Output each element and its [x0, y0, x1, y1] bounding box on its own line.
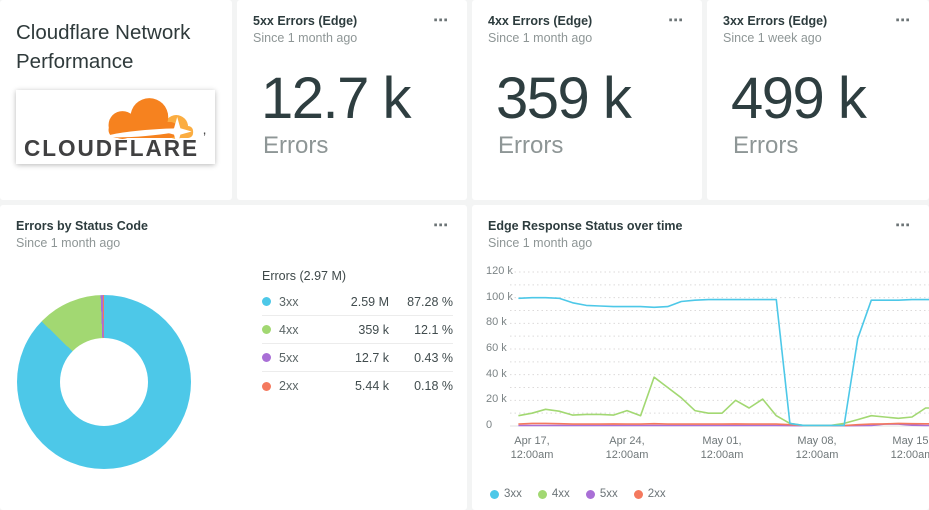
series-line-4xx[interactable] [518, 376, 929, 427]
series-name: 3xx [279, 294, 299, 309]
x-axis-tick-label: May 01, 12:00am [700, 435, 744, 462]
card-menu-button[interactable]: ⋯ [895, 12, 911, 29]
legend-row-5xx[interactable]: 5xx 12.7 k 0.43 % [262, 344, 453, 372]
legend-row-2xx[interactable]: 2xx 5.44 k 0.18 % [262, 372, 453, 400]
metric-card-3xx: 3xx Errors (Edge) ⋯ Since 1 week ago 499… [707, 0, 929, 200]
series-value: 12.7 k [354, 350, 389, 365]
card-menu-button[interactable]: ⋯ [895, 217, 911, 234]
x-axis-tick-label: May 15, 12:00am [890, 435, 929, 462]
series-color-dot-icon [262, 353, 271, 362]
series-color-dot-icon [262, 381, 271, 391]
card-menu-button[interactable]: ⋯ [668, 12, 684, 29]
y-axis-tick-label: 40 k [486, 367, 507, 380]
legend-label: 5xx [599, 488, 618, 500]
series-percent: 12.1 % [414, 322, 453, 337]
cloudflare-trademark-tick: ’ [203, 129, 206, 145]
donut-legend-header: Errors (2.97 M) [262, 269, 347, 283]
metric-unit-label: Errors [733, 131, 799, 159]
card-menu-button[interactable]: ⋯ [433, 12, 449, 29]
metric-card-title: 4xx Errors (Edge) [488, 14, 593, 28]
card-menu-button[interactable]: ⋯ [433, 217, 449, 234]
chart-timerange: Since 1 month ago [488, 236, 593, 250]
legend-label: 4xx [551, 488, 570, 500]
series-line-2xx[interactable] [518, 422, 929, 427]
line-chart-legend: 3xx 4xx 5xx 2xx [490, 488, 666, 500]
y-axis-tick-label: 60 k [486, 342, 507, 354]
legend-label: 3xx [504, 488, 522, 500]
series-color-dot-icon [262, 297, 271, 306]
legend-item-3xx[interactable]: 3xx [490, 488, 522, 500]
cloudflare-wordmark: CLOUDFLARE [24, 135, 199, 161]
series-color-dot-icon [262, 325, 271, 334]
dashboard-title-card: Cloudflare Network Performance CLOUDFLAR… [0, 0, 232, 200]
series-color-dot-icon [633, 489, 643, 499]
series-color-dot-icon [537, 489, 547, 499]
series-color-dot-icon [490, 489, 499, 499]
y-axis-tick-label: 120 k [486, 265, 513, 277]
metric-value: 12.7 k [261, 66, 412, 131]
chart-title: Errors by Status Code [16, 219, 148, 233]
series-name: 4xx [279, 322, 299, 337]
series-color-dot-icon [585, 489, 595, 499]
series-percent: 0.43 % [414, 350, 453, 365]
y-axis-tick-label: 20 k [486, 393, 507, 406]
legend-item-5xx[interactable]: 5xx [585, 488, 618, 500]
series-value: 5.44 k [354, 379, 389, 393]
x-axis-tick-label: Apr 17, 12:00am [510, 435, 554, 462]
legend-row-3xx[interactable]: 3xx 2.59 M 87.28 % [262, 288, 453, 316]
errors-by-status-code-card: Errors by Status Code ⋯ Since 1 month ag… [0, 205, 467, 510]
cloudflare-logo: CLOUDFLARE ’ [16, 90, 215, 165]
y-axis-tick-label: 80 k [486, 316, 507, 329]
metric-unit-label: Errors [263, 131, 329, 159]
series-percent: 0.18 % [414, 379, 453, 393]
metric-card-5xx: 5xx Errors (Edge) ⋯ Since 1 month ago 12… [237, 0, 467, 200]
metric-value: 359 k [496, 66, 632, 131]
page-title: Cloudflare Network Performance [16, 21, 191, 74]
legend-item-2xx[interactable]: 2xx [633, 488, 666, 500]
metric-value: 499 k [731, 66, 867, 131]
series-name: 5xx [279, 350, 299, 365]
metric-card-title: 3xx Errors (Edge) [723, 14, 828, 28]
metric-card-timerange: Since 1 month ago [253, 31, 358, 45]
series-name: 2xx [279, 379, 299, 393]
edge-response-status-card: Edge Response Status over time ⋯ Since 1… [472, 205, 929, 510]
legend-row-4xx[interactable]: 4xx 359 k 12.1 % [262, 316, 453, 344]
metric-card-4xx: 4xx Errors (Edge) ⋯ Since 1 month ago 35… [472, 0, 702, 200]
series-line-5xx[interactable] [518, 423, 929, 427]
donut-chart[interactable] [17, 295, 191, 469]
metric-card-timerange: Since 1 month ago [488, 31, 593, 45]
x-axis-tick-label: May 08, 12:00am [795, 435, 839, 462]
series-value: 359 k [358, 322, 389, 337]
x-axis-tick-label: Apr 24, 12:00am [605, 435, 649, 462]
metric-unit-label: Errors [498, 131, 564, 159]
series-percent: 87.28 % [407, 294, 453, 309]
series-value: 2.59 M [350, 294, 389, 309]
cloudflare-cloud-icon [107, 98, 194, 147]
series-line-3xx[interactable] [518, 296, 929, 427]
metric-card-title: 5xx Errors (Edge) [253, 14, 358, 28]
donut-legend-table-body: 3xx 2.59 M 87.28 % 4xx 359 k 12.1 % 5xx 12.7 k 0… [262, 288, 453, 400]
cloudflare-logo-image: CLOUDFLARE ’ [24, 98, 206, 161]
chart-timerange: Since 1 month ago [16, 236, 121, 250]
donut-legend-table: Errors (2.97 M) 3xx 2.59 M 87.28 % 4xx 359 k… [262, 269, 453, 400]
chart-title: Edge Response Status over time [488, 219, 683, 233]
y-axis-tick-label: 100 k [486, 290, 513, 303]
line-chart-plot[interactable] [510, 265, 929, 433]
metric-card-timerange: Since 1 week ago [723, 31, 822, 45]
y-axis-tick-label: 0 [486, 419, 493, 431]
legend-item-4xx[interactable]: 4xx [537, 488, 570, 500]
legend-label: 2xx [647, 488, 666, 500]
